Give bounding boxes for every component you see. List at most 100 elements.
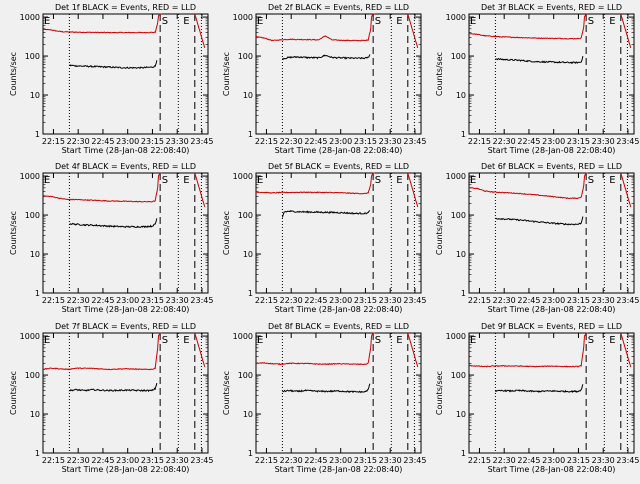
y-tick-label: 1000 [446,13,466,22]
x-tick-label: 23:30 [379,296,402,305]
x-tick-label: 22:15 [255,137,278,146]
events-series-line [69,60,158,70]
y-tick-label: 1000 [20,13,40,22]
y-tick-label: 1 [35,449,40,458]
lld-series-line [468,332,588,368]
marker-label-e: E [183,175,189,186]
y-axis-label: Counts/sec [9,52,18,96]
x-tick-label: 22:30 [67,456,90,465]
y-tick-label: 100 [238,371,253,380]
x-tick-label: 23:15 [567,456,590,465]
x-tick-label: 22:30 [280,296,303,305]
marker-label-s: S [162,335,168,346]
x-tick-label: 22:30 [493,456,516,465]
x-tick-label: 22:15 [42,456,65,465]
plot-frame [42,332,209,454]
x-tick-label: 23:00 [542,456,565,465]
y-tick-label: 10 [456,410,466,419]
chart-title: Det 9f BLACK = Events, RED = LLD [481,322,622,331]
lld-series-line [468,172,588,200]
x-tick-label: 23:15 [141,137,164,146]
plot-frame [255,332,422,454]
x-tick-label: 22:15 [468,137,491,146]
marker-label-e: E [183,16,189,27]
y-tick-label: 10 [30,91,40,100]
events-series-line [282,383,371,394]
y-tick-label: 1 [248,289,253,298]
lld-decay-tail [194,332,206,368]
marker-label-e: E [609,16,615,27]
plot-frame [468,172,635,294]
marker-label-s: S [162,175,168,186]
y-tick-label: 1000 [446,172,466,181]
lld-series-line [42,332,162,371]
y-tick-label: 1000 [233,172,253,181]
marker-label-s: S [375,175,381,186]
x-tick-label: 22:45 [517,137,540,146]
events-series-line [69,218,158,229]
marker-label-start: E [257,175,263,186]
lld-series-line [255,332,375,366]
events-series-line [495,216,584,226]
marker-label-s: S [375,16,381,27]
x-tick-label: 23:15 [354,296,377,305]
x-tick-label: 23:45 [403,456,426,465]
marker-label-start: E [470,16,476,27]
x-tick-label: 23:00 [329,296,352,305]
events-series-line [281,54,371,60]
x-tick-label: 23:45 [403,137,426,146]
marker-label-s: S [588,335,594,346]
chart-panel-7: Det 7f BLACK = Events, RED = LLD 1 10 100 10… [9,322,213,474]
y-tick-label: 1 [248,449,253,458]
chart-title: Det 4f BLACK = Events, RED = LLD [55,162,196,171]
y-tick-label: 1 [461,449,466,458]
x-tick-label: 23:00 [542,137,565,146]
y-tick-label: 100 [451,211,466,220]
x-tick-label: 23:30 [379,456,402,465]
events-series-line [281,210,371,218]
x-tick-label: 23:00 [116,296,139,305]
x-axis-label: Start Time (28-Jan-08 22:08:40) [62,305,190,314]
x-tick-label: 23:00 [329,456,352,465]
x-tick-label: 22:30 [67,137,90,146]
y-axis-label: Counts/sec [435,371,444,415]
y-axis-label: Counts/sec [435,211,444,255]
marker-label-s: S [588,16,594,27]
lld-decay-tail [194,172,206,208]
y-axis-label: Counts/sec [222,211,231,255]
y-tick-label: 10 [30,250,40,259]
plot-frame [468,332,635,454]
x-tick-label: 23:15 [567,296,590,305]
x-tick-label: 22:15 [42,296,65,305]
x-tick-label: 22:30 [493,137,516,146]
x-axis-label: Start Time (28-Jan-08 22:08:40) [488,465,616,474]
y-tick-label: 100 [25,52,40,61]
chart-title: Det 2f BLACK = Events, RED = LLD [268,3,409,12]
lld-series-line [255,13,375,42]
y-axis-label: Counts/sec [9,371,18,415]
x-tick-label: 22:30 [493,296,516,305]
x-tick-label: 23:00 [542,296,565,305]
x-tick-label: 23:45 [190,137,213,146]
plot-frame [255,13,422,135]
y-tick-label: 10 [456,91,466,100]
events-series-line [69,382,158,393]
chart-title: Det 7f BLACK = Events, RED = LLD [55,322,196,331]
x-tick-label: 23:45 [616,137,639,146]
lld-decay-tail [620,332,632,368]
x-tick-label: 23:30 [166,456,189,465]
x-tick-label: 22:30 [280,137,303,146]
lld-series-line [256,172,375,195]
x-axis-label: Start Time (28-Jan-08 22:08:40) [488,146,616,155]
x-tick-label: 22:30 [67,296,90,305]
x-tick-label: 22:15 [468,456,491,465]
x-axis-label: Start Time (28-Jan-08 22:08:40) [275,146,403,155]
x-tick-label: 23:45 [190,456,213,465]
chart-title: Det 1f BLACK = Events, RED = LLD [55,3,196,12]
chart-panel-4: Det 4f BLACK = Events, RED = LLD 1 10 100 10… [9,162,213,314]
x-tick-label: 22:45 [91,296,114,305]
marker-label-s: S [162,16,168,27]
marker-label-start: E [257,335,263,346]
lld-decay-tail [194,13,206,49]
